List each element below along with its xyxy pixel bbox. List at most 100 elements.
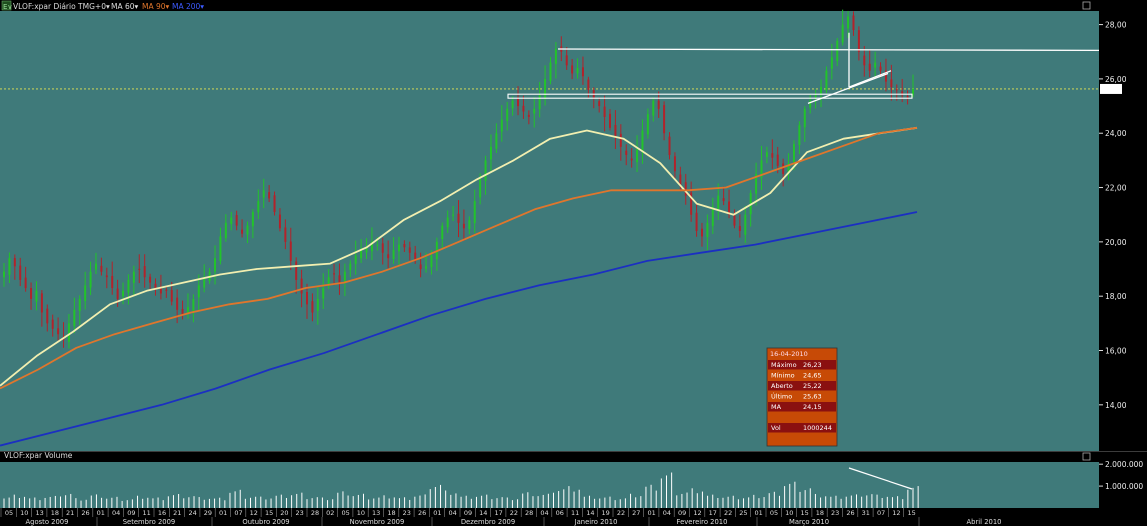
day-label: 06: [556, 509, 564, 517]
candle-body: [51, 319, 54, 329]
candle-body: [230, 217, 233, 225]
candle-body: [728, 201, 731, 215]
candle-body: [663, 105, 666, 134]
candle-body: [235, 215, 238, 226]
candle-body: [738, 225, 741, 231]
day-label: 10: [357, 509, 365, 517]
candle-body: [901, 91, 904, 96]
price-axis-label: 14,00: [1105, 401, 1127, 410]
day-label: 11: [571, 509, 579, 517]
day-label: 11: [143, 509, 151, 517]
day-label: 18: [816, 509, 824, 517]
candle-body: [306, 292, 308, 305]
candle-body: [84, 285, 87, 302]
price-panel-bg: [0, 11, 1099, 451]
candle-body: [408, 247, 411, 253]
day-label: 04: [663, 509, 671, 517]
day-label: 12: [892, 509, 900, 517]
ma-200-selector[interactable]: MA 200▾: [172, 2, 204, 11]
day-label: 12: [250, 509, 258, 517]
day-label: 22: [510, 509, 518, 517]
day-label: 10: [20, 509, 28, 517]
candle-body: [809, 100, 812, 108]
day-label: 18: [387, 509, 395, 517]
day-label: 18: [51, 509, 59, 517]
candle-body: [646, 114, 649, 135]
candle-body: [19, 265, 22, 280]
day-label: 01: [755, 509, 763, 517]
day-label: 28: [525, 509, 533, 517]
day-label: 09: [678, 509, 686, 517]
candle-body: [457, 213, 460, 223]
day-label: 26: [418, 509, 426, 517]
candle-body: [619, 133, 622, 147]
volume-axis-label: 1.000.000: [1105, 482, 1143, 491]
candle-body: [533, 108, 536, 114]
ma-90-selector[interactable]: MA 90▾: [142, 2, 170, 11]
day-label: 22: [617, 509, 625, 517]
candle-body: [143, 266, 146, 278]
tooltip-row: [768, 360, 836, 370]
candle-body: [116, 288, 119, 299]
symbol-selector[interactable]: VLOF:xpar Diário TMG+0▾: [13, 2, 110, 11]
day-label: 09: [464, 509, 472, 517]
candle-body: [884, 70, 887, 82]
maximize-icon[interactable]: [1082, 1, 1091, 10]
candle-body: [598, 101, 601, 107]
month-label: Setembro 2009: [123, 518, 176, 526]
candle-body: [776, 154, 779, 166]
candle-body: [197, 285, 200, 298]
candle-body: [105, 275, 108, 278]
candle-body: [327, 277, 330, 286]
month-label: Abril 2010: [967, 518, 1002, 526]
volume-panel-title: VLOF:xpar Volume: [4, 451, 73, 460]
candle-body: [836, 40, 839, 62]
candle-body: [625, 150, 628, 155]
month-label: Janeiro 2010: [574, 518, 618, 526]
day-label: 04: [449, 509, 457, 517]
candle-body: [847, 16, 850, 29]
candle-body: [316, 298, 319, 311]
month-label: Dezembro 2009: [461, 518, 515, 526]
day-label: 09: [127, 509, 135, 517]
tooltip-row-label: Mínimo: [771, 372, 795, 380]
candle-body: [679, 174, 682, 185]
volume-panel-bg: [0, 462, 1099, 509]
candle-body: [652, 100, 655, 116]
day-label: 21: [66, 509, 74, 517]
candle-body: [241, 229, 244, 234]
day-label: 10: [785, 509, 793, 517]
candle-body: [278, 214, 281, 229]
candle-body: [67, 323, 70, 342]
candle-body: [879, 66, 882, 71]
day-label: 27: [632, 509, 640, 517]
candle-body: [852, 15, 855, 31]
candle-body: [300, 278, 303, 294]
tooltip-row-label: Máximo: [771, 361, 797, 369]
candle-body: [495, 133, 498, 149]
day-label: 15: [265, 509, 273, 517]
candle-body: [311, 301, 314, 313]
month-label: Novembro 2009: [350, 518, 405, 526]
price-axis-label: 28,00: [1105, 21, 1127, 30]
candle-body: [333, 273, 336, 275]
candle-body: [468, 220, 471, 230]
candle-body: [100, 265, 103, 272]
candle-body: [765, 152, 768, 157]
day-label: 14: [479, 509, 487, 517]
candle-body: [268, 192, 271, 199]
day-label: 23: [831, 509, 839, 517]
candle-body: [744, 214, 747, 235]
day-label: 28: [311, 509, 319, 517]
rising-trendline: [807, 72, 889, 104]
volume-maximize-icon[interactable]: [1082, 452, 1091, 461]
candle-body: [544, 78, 547, 99]
candle-body: [57, 328, 60, 335]
candle-body: [912, 88, 914, 95]
ma-60-selector[interactable]: MA 60▾: [111, 2, 139, 11]
candle-body: [419, 264, 422, 270]
candle-body: [273, 195, 276, 212]
ma-60-line: [0, 126, 918, 387]
day-label: 22: [724, 509, 732, 517]
price-axis-label: 26,00: [1105, 75, 1127, 84]
